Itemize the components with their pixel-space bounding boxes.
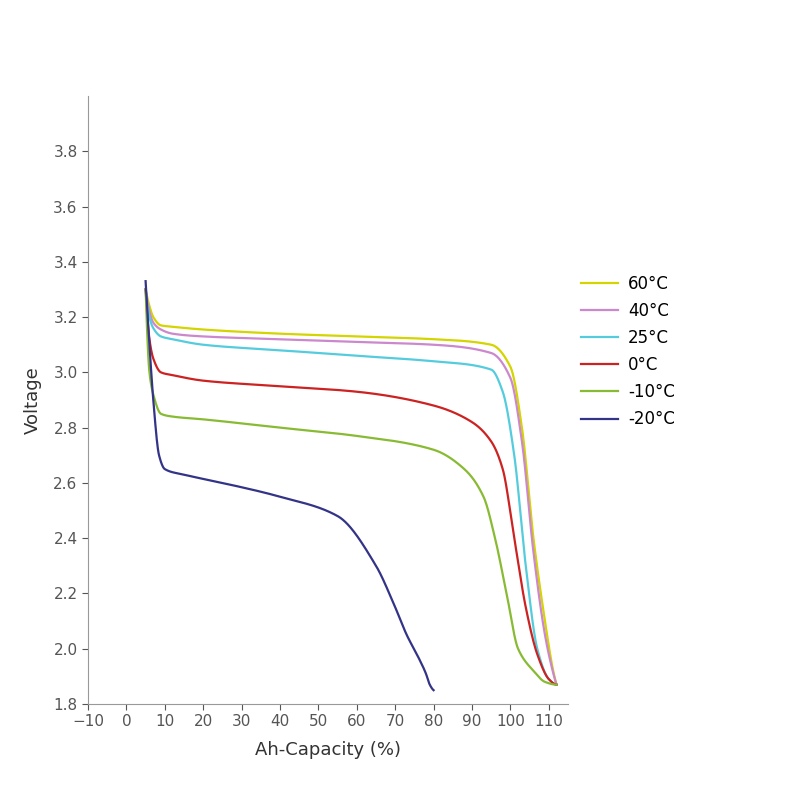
40°C (379, 338, 389, 348)
0°C (166, 370, 175, 380)
60°C (402, 334, 412, 343)
40°C (141, 285, 150, 294)
25°C (166, 334, 175, 344)
60°C (390, 333, 400, 342)
Line: 60°C: 60°C (146, 290, 557, 685)
0°C (390, 392, 400, 402)
-10°C (390, 436, 400, 446)
-10°C (141, 285, 150, 294)
60°C (494, 345, 504, 354)
-10°C (166, 411, 175, 421)
Line: 25°C: 25°C (146, 290, 557, 685)
-20°C (389, 598, 398, 608)
60°C (453, 336, 462, 346)
-10°C (379, 434, 389, 444)
-20°C (316, 503, 326, 513)
25°C (141, 285, 150, 294)
Line: 40°C: 40°C (146, 290, 557, 685)
Line: -20°C: -20°C (146, 281, 434, 690)
-10°C (453, 458, 462, 468)
25°C (552, 680, 562, 690)
Legend: 60°C, 40°C, 25°C, 0°C, -10°C, -20°C: 60°C, 40°C, 25°C, 0°C, -10°C, -20°C (581, 274, 674, 429)
40°C (402, 338, 412, 348)
0°C (494, 454, 504, 463)
-20°C (141, 276, 150, 286)
Y-axis label: Voltage: Voltage (24, 366, 42, 434)
-20°C (324, 507, 334, 517)
-20°C (308, 501, 318, 510)
-20°C (158, 462, 168, 472)
Line: -10°C: -10°C (146, 290, 557, 685)
-20°C (359, 542, 369, 551)
-10°C (494, 553, 504, 562)
-10°C (552, 680, 562, 690)
0°C (552, 680, 562, 690)
60°C (552, 680, 562, 690)
25°C (379, 353, 389, 362)
25°C (402, 354, 412, 364)
60°C (379, 333, 389, 342)
0°C (379, 390, 389, 400)
0°C (453, 410, 462, 419)
25°C (390, 354, 400, 363)
60°C (141, 285, 150, 294)
40°C (390, 338, 400, 348)
-10°C (402, 438, 412, 448)
25°C (453, 358, 462, 368)
0°C (402, 394, 412, 404)
40°C (453, 342, 462, 351)
-20°C (429, 686, 438, 695)
40°C (166, 329, 175, 338)
0°C (141, 285, 150, 294)
X-axis label: Ah-Capacity (%): Ah-Capacity (%) (255, 741, 401, 758)
Line: 0°C: 0°C (146, 290, 557, 685)
25°C (494, 378, 504, 387)
40°C (552, 680, 562, 690)
60°C (166, 322, 175, 331)
40°C (494, 354, 504, 364)
